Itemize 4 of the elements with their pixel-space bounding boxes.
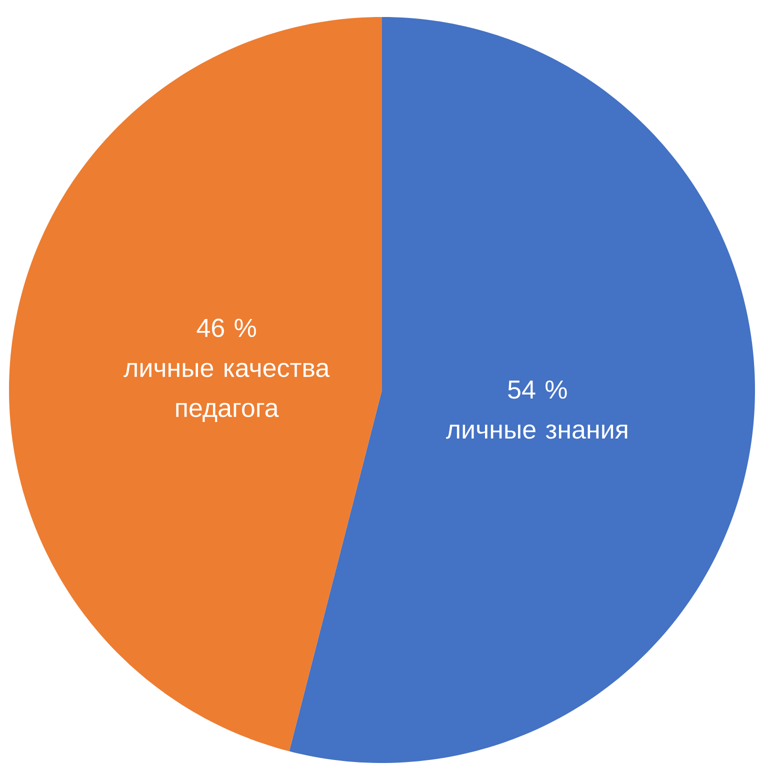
slice-label: личные качества педагога bbox=[124, 362, 330, 422]
data-label: 54 % bbox=[508, 380, 567, 399]
slice-label: личные знания bbox=[446, 424, 628, 439]
data-label: 46 % bbox=[196, 318, 256, 338]
